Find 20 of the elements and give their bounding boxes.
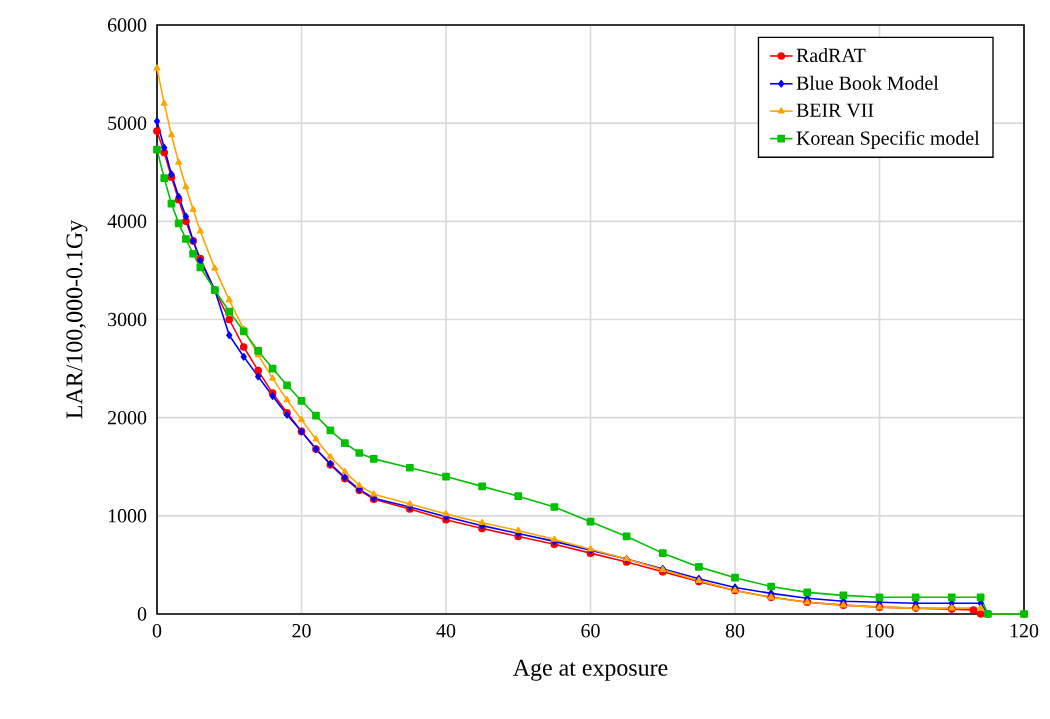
y-tick-label: 1000 — [108, 509, 147, 523]
x-axis-title: Age at exposure — [513, 659, 668, 681]
x-tick-label: 40 — [436, 624, 456, 638]
x-tick-label: 80 — [725, 624, 745, 638]
x-tick-label: 0 — [152, 624, 162, 638]
y-tick-label: 6000 — [108, 18, 147, 32]
x-tick-label: 20 — [292, 624, 311, 638]
y-tick-label: 5000 — [108, 116, 147, 130]
x-tick-label: 100 — [866, 624, 894, 638]
legend-label: Blue Book Model — [796, 75, 939, 90]
y-axis-title: LAR/100,000-0.1Gy — [66, 219, 88, 419]
x-tick-label: 60 — [581, 624, 600, 638]
x-tick-label: 120 — [1010, 624, 1039, 638]
y-tick-label: 2000 — [108, 410, 147, 425]
legend-label: Korean Specific model — [796, 130, 980, 149]
legend-label: RadRAT — [796, 48, 866, 63]
y-tick-label: 4000 — [107, 214, 147, 229]
legend-label: BEIR VII — [796, 103, 874, 117]
y-tick-label: 3000 — [108, 312, 147, 327]
y-tick-label: 0 — [137, 607, 147, 621]
